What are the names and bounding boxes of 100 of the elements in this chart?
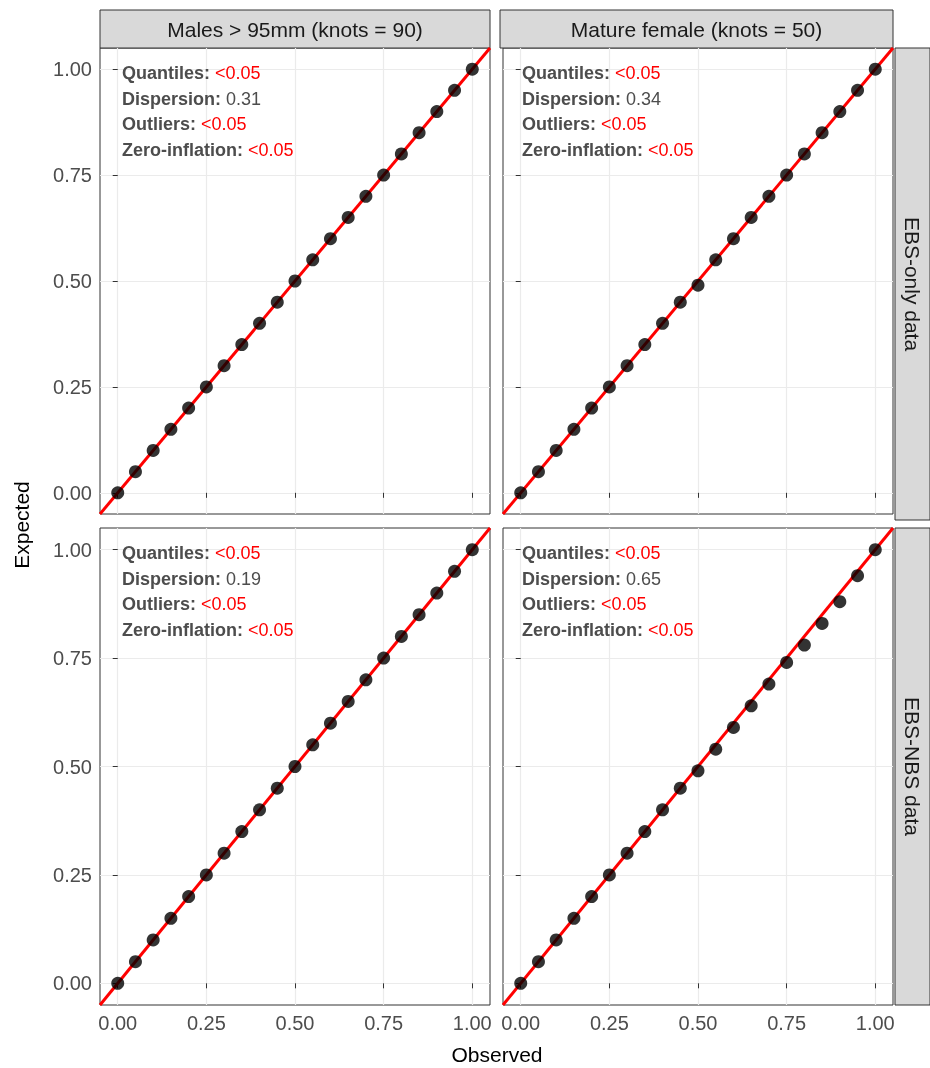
point <box>199 868 213 882</box>
annotation: Quantiles: <0.05 <box>522 63 661 83</box>
annotation: Quantiles: <0.05 <box>522 543 661 563</box>
point <box>199 380 213 394</box>
point <box>146 933 160 947</box>
point <box>691 764 705 778</box>
point <box>726 232 740 246</box>
point <box>253 316 267 330</box>
annotation: Zero-inflation: <0.05 <box>122 619 294 640</box>
point <box>531 465 545 479</box>
annotation: Outliers: <0.05 <box>122 594 247 614</box>
x-axis-title: Observed <box>451 1043 543 1067</box>
x-tick-label: 1.00 <box>855 1012 895 1034</box>
point <box>128 955 142 969</box>
point <box>833 595 847 609</box>
point <box>762 677 776 691</box>
point <box>726 720 740 734</box>
point <box>448 83 462 97</box>
point <box>868 62 882 76</box>
point <box>146 443 160 457</box>
point <box>323 716 337 730</box>
point <box>833 105 847 119</box>
x-tick-label: 0.25 <box>186 1012 226 1034</box>
point <box>448 564 462 578</box>
x-tick-label: 0.00 <box>501 1012 541 1034</box>
y-tick-label: 1.00 <box>53 58 92 81</box>
point <box>815 616 829 630</box>
point <box>868 543 882 557</box>
point <box>656 803 670 817</box>
y-axis-title: Expected <box>10 481 34 569</box>
point <box>128 465 142 479</box>
point <box>288 274 302 288</box>
point <box>815 126 829 140</box>
point <box>377 168 391 182</box>
point <box>288 760 302 773</box>
point <box>744 699 758 713</box>
annotation: Zero-inflation: <0.05 <box>522 619 694 640</box>
point <box>359 189 373 203</box>
x-tick-label: 0.00 <box>98 1012 138 1034</box>
point <box>620 359 634 373</box>
point <box>430 586 444 600</box>
point <box>377 651 391 665</box>
chart-title: Mature female (knots = 50) <box>570 17 823 41</box>
point <box>430 105 444 119</box>
point <box>673 781 687 795</box>
point <box>394 629 408 643</box>
y-tick-label: 0.25 <box>53 375 92 398</box>
point <box>656 316 670 330</box>
point <box>673 295 687 309</box>
annotation: Quantiles: <0.05 <box>122 543 261 563</box>
annotation: Zero-inflation: <0.05 <box>122 139 294 160</box>
point <box>709 742 723 756</box>
x-tick-label: 1.00 <box>452 1012 492 1034</box>
annotation: Dispersion: 0.65 <box>522 568 662 589</box>
point <box>567 422 581 436</box>
point <box>359 673 373 687</box>
point <box>851 83 865 97</box>
point <box>797 147 811 161</box>
point <box>549 933 563 947</box>
point <box>182 890 196 904</box>
point <box>797 638 811 652</box>
point <box>638 338 652 352</box>
point <box>182 401 196 415</box>
y-tick-label: 0.25 <box>53 863 92 886</box>
x-tick-label: 0.75 <box>364 1012 404 1034</box>
point <box>691 278 705 292</box>
y-tick-label: 1.00 <box>53 538 92 561</box>
point <box>235 825 249 839</box>
x-tick-label: 0.25 <box>589 1012 629 1034</box>
point <box>164 911 178 925</box>
point <box>164 422 178 436</box>
annotation: Dispersion: 0.31 <box>122 88 262 109</box>
point <box>270 295 284 309</box>
point <box>531 955 545 969</box>
point <box>323 232 337 246</box>
point <box>638 825 652 839</box>
point <box>549 443 563 457</box>
x-tick-label: 0.50 <box>678 1012 718 1034</box>
annotation: Dispersion: 0.19 <box>122 568 262 589</box>
point <box>111 976 125 990</box>
annotation: Outliers: <0.05 <box>522 594 647 614</box>
point <box>111 486 125 500</box>
annotation: Outliers: <0.05 <box>122 114 247 134</box>
point <box>270 781 284 795</box>
point <box>412 126 426 140</box>
point <box>762 189 776 203</box>
point <box>341 210 355 224</box>
y-tick-label: 0.50 <box>53 755 92 778</box>
point <box>465 62 479 76</box>
point <box>709 253 723 267</box>
point <box>620 846 634 860</box>
y-tick-label: 0.75 <box>53 164 92 187</box>
annotation: Outliers: <0.05 <box>522 114 647 134</box>
y-tick-label: 0.50 <box>53 270 92 292</box>
point <box>394 147 408 161</box>
point <box>235 338 249 352</box>
annotation: Dispersion: 0.34 <box>522 88 662 109</box>
y-tick-label: 0.00 <box>53 481 92 504</box>
point <box>567 911 581 925</box>
point <box>585 401 599 415</box>
